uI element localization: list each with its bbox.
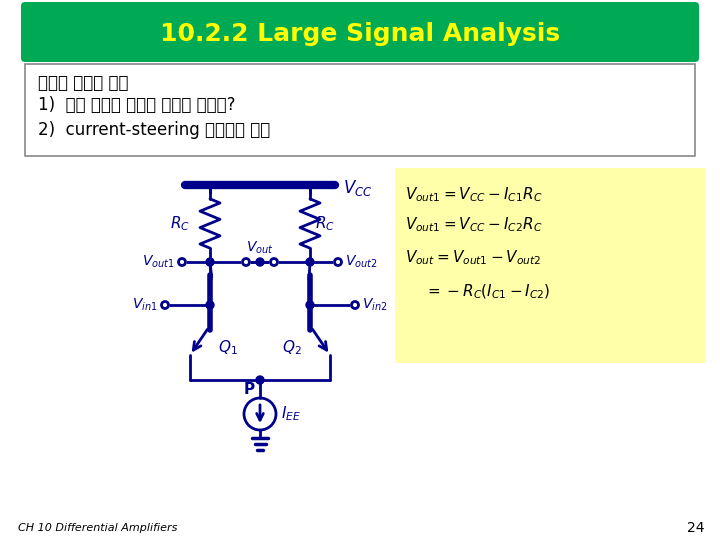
Circle shape	[179, 259, 186, 266]
Bar	[25, 64, 695, 156]
Text: $R_C$: $R_C$	[315, 214, 335, 233]
Text: $V_{CC}$: $V_{CC}$	[343, 178, 372, 198]
Text: $Q_2$: $Q_2$	[282, 338, 302, 357]
Text: $V_{in2}$: $V_{in2}$	[362, 297, 387, 313]
Circle shape	[351, 301, 359, 308]
Text: P: P	[244, 382, 255, 397]
Text: $V_{out1}$: $V_{out1}$	[143, 254, 175, 270]
Bar	[395, 168, 705, 363]
FancyBboxPatch shape	[21, 2, 699, 62]
Circle shape	[243, 259, 250, 266]
Text: $V_{in1}$: $V_{in1}$	[132, 297, 158, 313]
Text: $V_{out2}$: $V_{out2}$	[345, 254, 377, 270]
Text: $I_{EE}$: $I_{EE}$	[281, 404, 301, 423]
Text: $Q_1$: $Q_1$	[218, 338, 238, 357]
Text: 10.2.2 Large Signal Analysis: 10.2.2 Large Signal Analysis	[160, 22, 560, 46]
Circle shape	[206, 258, 214, 266]
Circle shape	[335, 259, 341, 266]
Circle shape	[256, 376, 264, 384]
Text: 2)  current-steering 회로로의 응용: 2) current-steering 회로로의 응용	[38, 121, 270, 139]
Text: 1)  선형 증폭기 역할의 한계가 어딘지?: 1) 선형 증폭기 역할의 한계가 어딘지?	[38, 96, 235, 114]
Circle shape	[306, 258, 314, 266]
Text: 대신호 해석의 이유: 대신호 해석의 이유	[38, 74, 128, 92]
Circle shape	[256, 258, 264, 266]
Text: 24: 24	[688, 521, 705, 535]
Text: $R_C$: $R_C$	[170, 214, 190, 233]
Circle shape	[271, 259, 277, 266]
Text: $V_{out}$: $V_{out}$	[246, 240, 274, 256]
Circle shape	[161, 301, 168, 308]
Text: $V_{out1} = V_{CC} - I_{C2}R_C$: $V_{out1} = V_{CC} - I_{C2}R_C$	[405, 215, 543, 234]
Text: $V_{out} = V_{out1} - V_{out2}$: $V_{out} = V_{out1} - V_{out2}$	[405, 248, 541, 267]
Text: $= -R_C(I_{C1} - I_{C2})$: $= -R_C(I_{C1} - I_{C2})$	[425, 283, 551, 301]
Circle shape	[206, 301, 214, 309]
Text: $V_{out1} = V_{CC} - I_{C1}R_C$: $V_{out1} = V_{CC} - I_{C1}R_C$	[405, 186, 543, 204]
Text: CH 10 Differential Amplifiers: CH 10 Differential Amplifiers	[18, 523, 177, 533]
Circle shape	[306, 301, 314, 309]
